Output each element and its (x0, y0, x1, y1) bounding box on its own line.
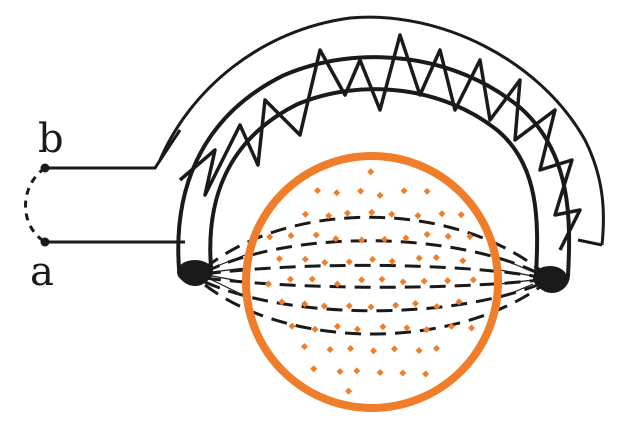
terminal-a-dot (40, 237, 50, 247)
field-dot (301, 210, 309, 218)
coil-winding (178, 33, 582, 251)
field-dot (411, 300, 419, 308)
field-line (204, 283, 541, 336)
field-dot (379, 323, 387, 331)
field-dot (301, 255, 309, 263)
field-dot (308, 275, 316, 283)
field-dot (444, 232, 452, 240)
field-dot (376, 369, 384, 377)
field-dot (448, 322, 456, 330)
field-dot (314, 187, 322, 195)
field-dot (388, 257, 396, 265)
field-dot (367, 168, 375, 176)
field-dot (288, 322, 296, 330)
field-dot (415, 254, 423, 262)
field-dot (310, 365, 318, 373)
field-dot (432, 254, 440, 262)
field-dot (345, 258, 353, 266)
field-dot (420, 277, 428, 285)
field-dot (345, 302, 353, 310)
field-dot (300, 343, 308, 351)
field-dot (358, 276, 366, 284)
field-dot (343, 209, 351, 217)
field-dot (353, 367, 361, 375)
field-dot (367, 303, 375, 311)
field-dot (381, 235, 389, 243)
field-dot (278, 298, 286, 306)
field-dot (368, 208, 376, 216)
terminal-b-label: b (38, 116, 64, 162)
region-circle (242, 152, 502, 412)
field-dot (399, 369, 407, 377)
field-dot (459, 257, 467, 265)
field-dot (399, 278, 407, 286)
core-right-end (577, 238, 603, 247)
lead-wire-b (45, 129, 182, 170)
field-dot (287, 232, 295, 240)
field-dot (357, 187, 365, 195)
field-dot (423, 187, 431, 195)
pole-fan (211, 254, 534, 299)
field-dot (388, 210, 396, 218)
field-dot (320, 302, 328, 310)
field-dot (264, 280, 272, 288)
field-dot (469, 276, 477, 284)
field-dot (325, 212, 333, 220)
field-dot (455, 298, 463, 306)
field-dot (433, 344, 441, 352)
core-outer-edge (158, 15, 605, 246)
field-line (204, 276, 541, 289)
field-dot (312, 231, 320, 239)
field-dot (402, 234, 410, 242)
field-dot (422, 370, 430, 378)
field-dot (326, 346, 334, 354)
field-dot (444, 277, 452, 285)
field-dot (266, 233, 274, 241)
field-dot (275, 255, 283, 263)
terminal-b-dot (40, 163, 50, 173)
field-dot (370, 347, 378, 355)
field-dot (286, 275, 294, 283)
field-dot (345, 387, 353, 395)
field-dot (457, 211, 465, 219)
field-dot (333, 280, 341, 288)
terminal-connection (24, 166, 46, 244)
field-line (204, 263, 541, 279)
field-dot (333, 189, 341, 197)
field-dot (468, 324, 476, 332)
field-dot (415, 347, 423, 355)
field-dot (358, 236, 366, 244)
field-dot (423, 230, 431, 238)
field-dot (403, 324, 411, 332)
field-dot (433, 303, 441, 311)
field-dot (369, 255, 377, 263)
pole-left (177, 260, 213, 284)
field-dot (390, 345, 398, 353)
field-dot (353, 325, 361, 333)
field-dot (466, 233, 474, 241)
field-line (204, 215, 541, 272)
field-dot (332, 235, 340, 243)
field-dot (301, 300, 309, 308)
field-dot (376, 191, 384, 199)
field-dot (414, 212, 422, 220)
field-dot (392, 301, 400, 309)
field-dot (378, 275, 386, 283)
pole-right (533, 266, 567, 290)
terminal-a-label: a (30, 249, 54, 295)
field-dot (438, 210, 446, 218)
field-dot (333, 322, 341, 330)
field-dots (264, 168, 477, 395)
field-dot (336, 368, 344, 376)
field-dot (400, 187, 408, 195)
field-dot (321, 259, 329, 267)
field-dot (347, 345, 355, 353)
field-dot (311, 325, 319, 333)
field-dot (423, 326, 431, 334)
